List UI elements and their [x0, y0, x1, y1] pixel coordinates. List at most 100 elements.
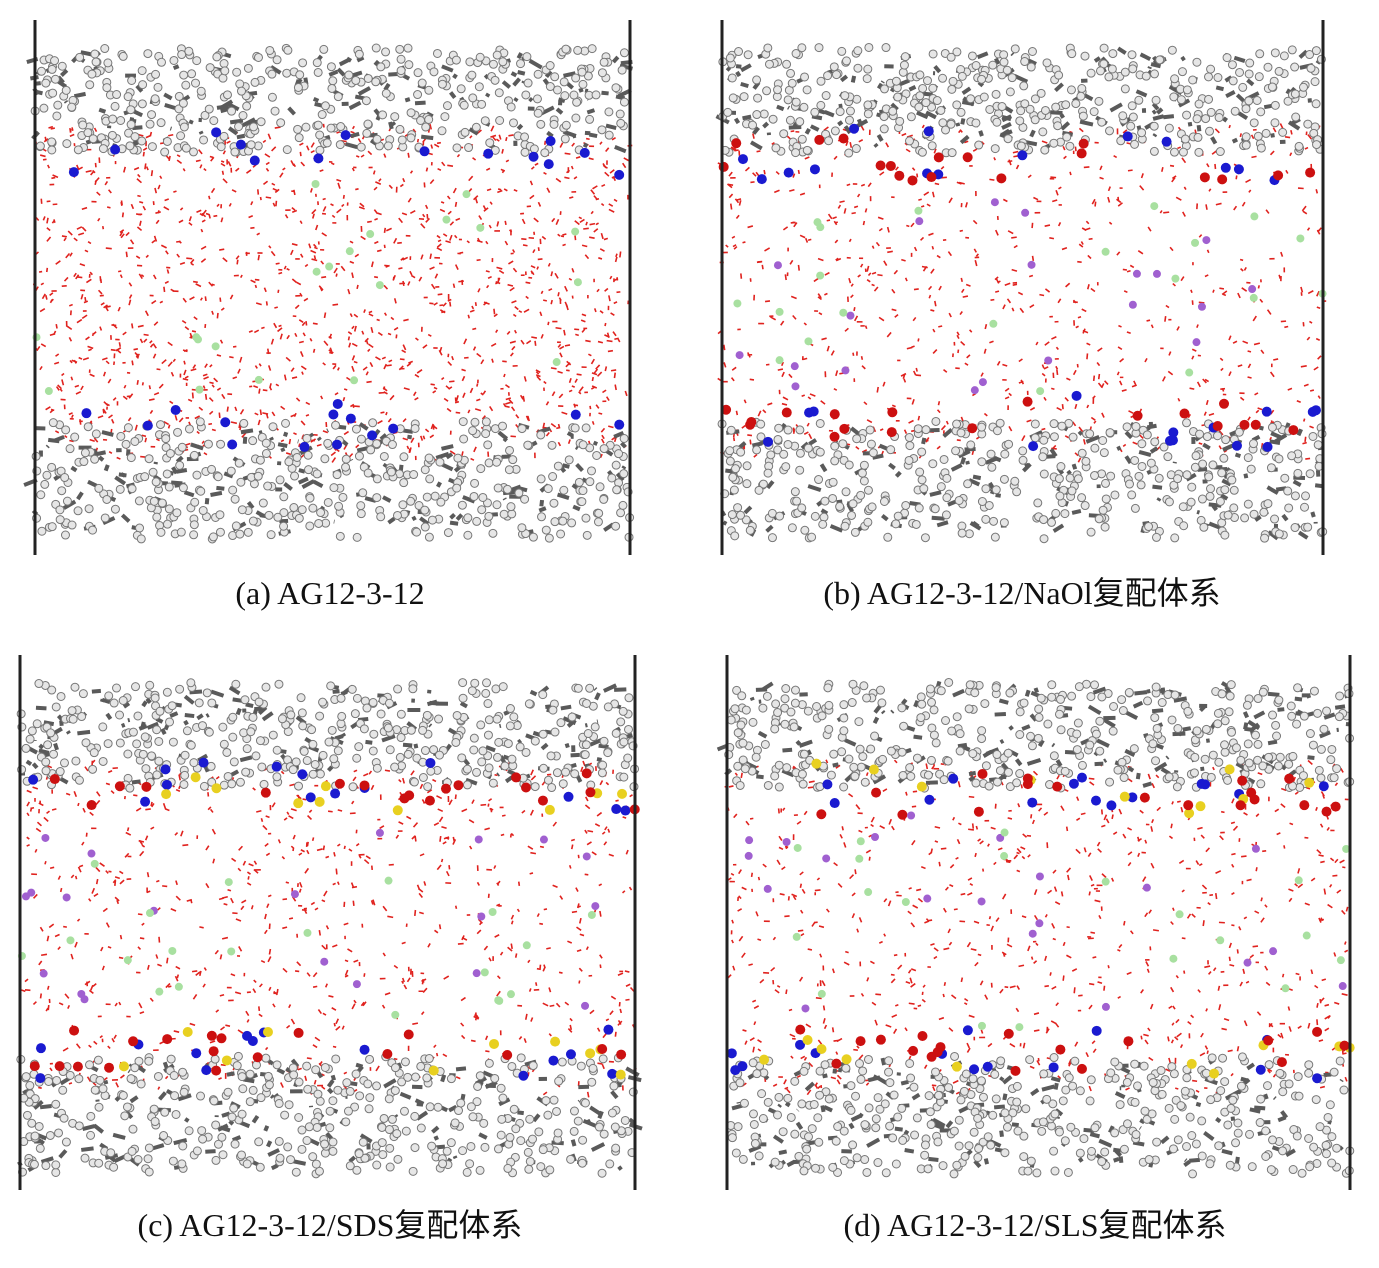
atom [1030, 433, 1040, 443]
water-molecule [215, 775, 220, 780]
water-molecule [1270, 421, 1275, 425]
water-molecule [151, 239, 156, 244]
water-molecule [353, 999, 357, 1004]
water-molecule [271, 411, 276, 417]
atom [100, 513, 110, 523]
water-molecule [133, 166, 140, 171]
atom [1186, 497, 1196, 507]
atom [273, 512, 283, 522]
atom [413, 90, 423, 100]
atom [161, 442, 171, 452]
water-molecule [447, 210, 452, 215]
atom [763, 43, 773, 53]
atom [196, 486, 206, 496]
water-molecule [876, 386, 879, 393]
water-molecule [797, 169, 800, 174]
bond [1269, 439, 1281, 445]
water-molecule [136, 226, 143, 232]
water-molecule [415, 337, 419, 341]
water-molecule [574, 220, 580, 226]
water-molecule [346, 376, 352, 381]
water-molecule [576, 373, 582, 376]
atom [102, 494, 112, 504]
water-molecule [592, 185, 598, 190]
water-molecule [395, 834, 400, 839]
atom [236, 477, 246, 487]
atom [1126, 121, 1136, 131]
water-molecule [867, 182, 872, 188]
water-molecule [55, 323, 58, 329]
bond [512, 77, 522, 87]
water-molecule [274, 306, 278, 309]
bond [328, 69, 339, 77]
atom [1245, 58, 1255, 68]
water-molecule [58, 1002, 64, 1006]
water-molecule [599, 310, 604, 314]
atom [727, 73, 737, 83]
water-molecule [835, 257, 842, 262]
atom [941, 125, 951, 135]
ion [350, 376, 359, 385]
water-molecule [602, 389, 607, 394]
water-molecule [1190, 289, 1193, 294]
water-molecule [259, 409, 262, 416]
water-molecule [1075, 325, 1079, 329]
atom [1128, 64, 1138, 74]
water-molecule [501, 148, 504, 154]
water-molecule [87, 345, 94, 350]
atom [987, 462, 997, 472]
atom [147, 110, 157, 120]
water-molecule [956, 331, 960, 336]
water-molecule [1058, 186, 1062, 190]
water-molecule [80, 294, 84, 300]
water-molecule [513, 329, 517, 334]
atom [1100, 522, 1110, 532]
water-molecule [378, 178, 382, 182]
ion [332, 439, 343, 450]
water-molecule [1044, 224, 1051, 227]
water-molecule [320, 395, 324, 400]
water-molecule [790, 130, 795, 133]
water-molecule [555, 326, 562, 330]
ion [1305, 167, 1316, 178]
atom [977, 457, 987, 467]
water-molecule [433, 386, 438, 390]
water-molecule [282, 926, 288, 930]
water-molecule [489, 406, 494, 412]
atom [91, 429, 101, 439]
water-molecule [32, 893, 38, 899]
water-molecule [507, 946, 513, 952]
water-molecule [1086, 342, 1091, 346]
water-molecule [534, 162, 539, 166]
water-molecule [501, 814, 506, 817]
water-molecule [1316, 290, 1320, 297]
bond [1163, 114, 1175, 120]
water-molecule [306, 841, 309, 847]
bond [47, 437, 60, 444]
water-molecule [602, 163, 607, 169]
water [21, 759, 637, 1098]
atom [256, 117, 266, 127]
bond [204, 497, 210, 505]
water-molecule [476, 258, 481, 262]
atom [1049, 419, 1059, 429]
water-molecule [162, 885, 168, 888]
water-molecule [792, 314, 797, 320]
water-molecule [747, 352, 751, 358]
water-molecule [377, 212, 382, 216]
water-molecule [334, 392, 339, 396]
water-molecule [322, 430, 329, 434]
water-molecule [374, 276, 379, 279]
atom [881, 43, 891, 53]
water-molecule [112, 323, 118, 329]
water-molecule [312, 1044, 318, 1049]
water-molecule [1019, 307, 1025, 314]
water-molecule [476, 383, 479, 387]
bond [226, 102, 240, 112]
bond [98, 455, 105, 462]
water-molecule [956, 334, 960, 339]
bond [1071, 463, 1078, 470]
atom [522, 52, 532, 62]
water-molecule [302, 332, 306, 337]
water-molecule [419, 435, 424, 441]
